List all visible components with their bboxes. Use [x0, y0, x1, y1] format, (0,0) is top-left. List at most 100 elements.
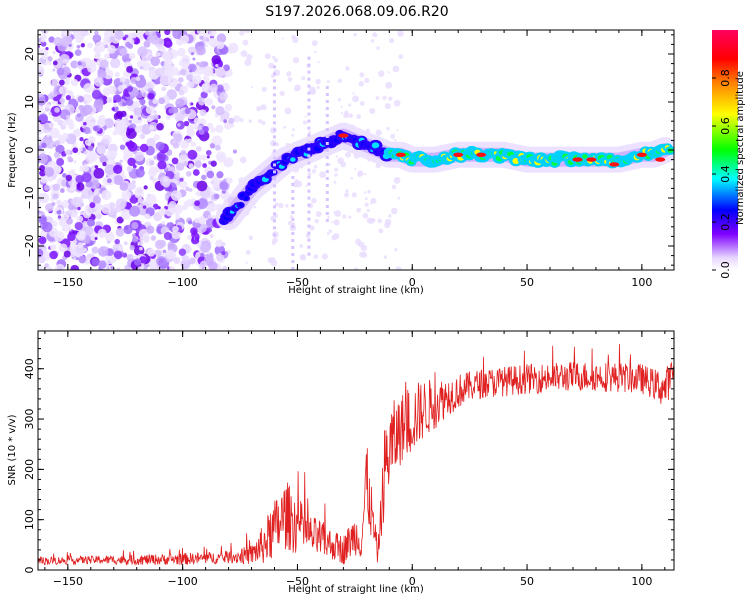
spectrogram-noise-blob — [193, 117, 201, 125]
spectrogram-faint-blob — [308, 130, 312, 134]
spectrogram-faint-blob — [261, 86, 267, 92]
spectrogram-faint-blob — [311, 197, 317, 204]
spectrogram-noise-blob — [91, 89, 102, 100]
spectrogram-noise-blob — [48, 122, 55, 129]
bottom-plot-frame — [37, 330, 675, 571]
spectrogram-faint-blob — [334, 173, 338, 177]
spectrogram-noise-blob — [93, 99, 104, 109]
spectrogram-noise-blob — [70, 251, 76, 258]
spectrogram-noise-blob — [182, 60, 188, 66]
spectrogram-noise-blob — [212, 181, 219, 189]
spectrogram-noise-blob — [215, 252, 225, 262]
spectrogram-noise-blob — [71, 95, 75, 99]
spectrogram-faint-blob — [246, 53, 253, 61]
spectrogram-noise-blob — [191, 202, 195, 206]
spectrogram-noise-blob — [94, 30, 99, 36]
spectrogram-faint-blob — [394, 247, 398, 252]
spectrogram-noise-blob — [123, 224, 133, 235]
ridge-hotspot — [395, 152, 406, 157]
spectrogram-faint-blob — [291, 128, 295, 132]
spectrogram-noise-blob — [149, 35, 160, 45]
spectrogram-noise-blob — [66, 114, 71, 120]
spectrogram-noise-blob — [102, 161, 107, 167]
spectrogram-noise-blob — [194, 160, 202, 168]
spectrogram-noise-blob — [199, 191, 205, 196]
spectrogram-faint-blob — [354, 167, 357, 170]
spectrogram-noise-blob — [202, 163, 208, 168]
spectrogram-noise-blob — [91, 258, 100, 266]
spectrogram-faint-blob — [287, 77, 293, 82]
spectrogram-faint-blob — [364, 202, 369, 207]
spectrogram-faint-blob — [340, 105, 343, 108]
spectrogram-faint-blob — [352, 92, 355, 95]
spectrogram-faint-blob — [358, 241, 365, 248]
spectrogram-faint-blob — [397, 30, 404, 37]
spectrogram-noise-blob — [93, 76, 104, 87]
spectrogram-noise-blob — [114, 30, 124, 40]
spectrogram-faint-blob — [309, 225, 315, 231]
spectrogram-noise-blob — [45, 203, 54, 212]
top-y-tick-label: −10 — [23, 186, 36, 209]
spectrogram-noise-blob — [39, 169, 46, 177]
bottom-x-tick-label: −50 — [286, 575, 309, 588]
spectrogram-noise-blob — [200, 252, 205, 257]
spectrogram-noise-blob — [100, 138, 110, 148]
spectrogram-noise-blob — [135, 168, 145, 178]
ridge-core — [290, 157, 296, 162]
spectrogram-noise-blob — [206, 227, 212, 233]
spectrogram-noise-blob — [200, 154, 207, 161]
bottom-y-axis: 0 100 200 300 400 — [23, 338, 674, 574]
spectrogram-faint-blob — [308, 86, 316, 94]
spectrogram-faint-blob — [388, 214, 392, 218]
spectrogram-noise-blob — [190, 141, 197, 147]
spectrogram-noise-blob — [61, 132, 69, 140]
spectrogram-noise-blob — [196, 61, 200, 66]
top-y-axis-title: Frequency (Hz) — [7, 112, 18, 188]
ridge-core — [371, 142, 380, 149]
spectrogram-noise-blob — [141, 91, 148, 98]
spectrogram-noise-blob — [76, 113, 82, 118]
spectrogram-faint-blob — [364, 197, 368, 201]
spectrogram-noise-blob — [131, 233, 136, 238]
spectrogram-noise-blob — [85, 180, 93, 188]
spectrogram-noise-blob — [76, 44, 81, 49]
top-y-tick-label: 0 — [23, 147, 36, 154]
snr-line — [38, 343, 674, 566]
spectrogram-noise-blob — [44, 263, 49, 268]
spectrogram-noise-blob — [139, 143, 149, 153]
spectrogram-faint-blob — [348, 103, 352, 107]
spectrogram-noise-blob — [56, 158, 65, 167]
spectrogram-noise-blob — [81, 172, 92, 183]
spectrogram-faint-blob — [313, 164, 318, 169]
spectrogram-faint-blob — [240, 50, 248, 58]
spectrogram-faint-blob — [356, 207, 362, 213]
spectrogram-faint-blob — [369, 108, 376, 114]
top-x-tick-label: 50 — [520, 276, 534, 289]
spectrogram-faint-blob — [239, 156, 247, 164]
spectrogram-faint-blob — [370, 197, 377, 204]
spectrogram-noise-blob — [113, 174, 124, 186]
spectrogram-faint-blob — [248, 235, 254, 241]
bottom-x-axis-title: Height of straight line (km) — [288, 584, 424, 595]
spectrogram-noise-blob — [143, 40, 151, 48]
spectrogram-noise-blob — [63, 250, 71, 258]
spectrogram-noise-blob — [150, 56, 161, 67]
spectrogram-noise-blob — [188, 247, 192, 251]
spectrogram-noise-blob — [199, 35, 204, 40]
spectrogram-faint-blob — [375, 96, 380, 100]
spectrogram-noise-blob — [55, 207, 59, 211]
main-title: S197.2026.068.09.06.R20 — [265, 4, 448, 20]
spectrogram-faint-blob — [361, 252, 368, 258]
spectrogram-noise-blob — [145, 194, 157, 205]
spectrogram-noise-blob — [74, 108, 80, 113]
spectrogram-noise-blob — [214, 144, 221, 151]
spectrogram-noise-blob — [83, 83, 94, 93]
spectrogram-noise-blob — [206, 170, 215, 179]
spectrogram-noise-blob — [179, 34, 190, 44]
spectrogram-faint-blob — [387, 71, 391, 74]
spectrogram-faint-blob — [292, 36, 299, 44]
spectrogram-noise-blob — [64, 149, 71, 156]
spectrogram-faint-blob — [351, 192, 357, 198]
spectrogram-noise-blob — [196, 30, 205, 35]
spectrogram-faint-blob — [244, 59, 252, 67]
